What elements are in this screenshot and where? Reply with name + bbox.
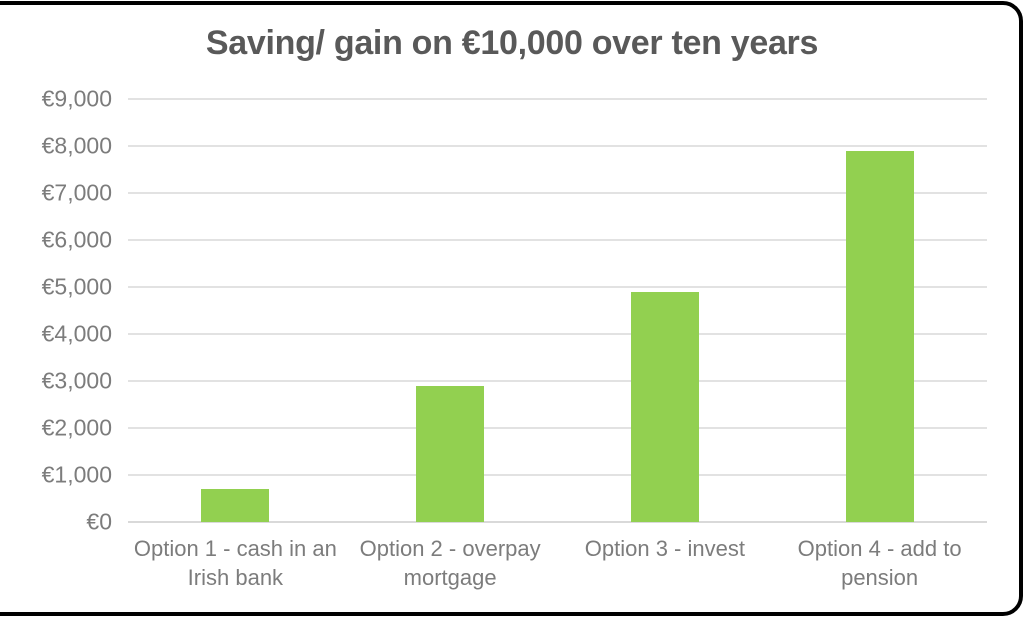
y-tick-label: €6,000 xyxy=(41,226,112,253)
x-category-label: Option 4 - add to pension xyxy=(797,536,962,590)
gridline xyxy=(128,192,987,194)
x-category-label: Option 3 - invest xyxy=(584,536,745,561)
x-axis-labels: Option 1 - cash in an Irish bank Option 2… xyxy=(128,534,987,604)
chart-title: Saving/ gain on €10,000 over ten years xyxy=(205,24,819,62)
gridline xyxy=(128,333,987,335)
gridline xyxy=(128,427,987,429)
y-axis-labels: €0 €1,000 €2,000 €3,000 €4,000 €5,000 €6,000 €7… xyxy=(0,86,112,535)
y-tick-label: €0 xyxy=(86,508,112,535)
gridline xyxy=(128,474,987,476)
y-tick-label: €3,000 xyxy=(41,367,112,394)
bar-option-4 xyxy=(845,150,914,522)
y-tick-label: €7,000 xyxy=(41,179,112,206)
y-tick-label: €8,000 xyxy=(41,132,112,159)
bar-option-1 xyxy=(201,489,270,522)
x-category-label: Option 2 - overpay mortgage xyxy=(359,536,541,590)
y-tick-label: €9,000 xyxy=(41,85,112,112)
gridline xyxy=(128,239,987,241)
gridline xyxy=(128,98,987,100)
bar-option-2 xyxy=(416,385,485,522)
gridline xyxy=(128,286,987,288)
plot-area xyxy=(128,98,987,523)
bar-option-3 xyxy=(630,291,699,522)
y-tick-label: €1,000 xyxy=(41,461,112,488)
y-tick-label: €5,000 xyxy=(41,273,112,300)
x-axis-baseline xyxy=(128,521,987,523)
y-tick-label: €2,000 xyxy=(41,414,112,441)
gridline xyxy=(128,145,987,147)
gridline xyxy=(128,380,987,382)
x-category-label: Option 1 - cash in an Irish bank xyxy=(133,536,337,590)
y-tick-label: €4,000 xyxy=(41,320,112,347)
